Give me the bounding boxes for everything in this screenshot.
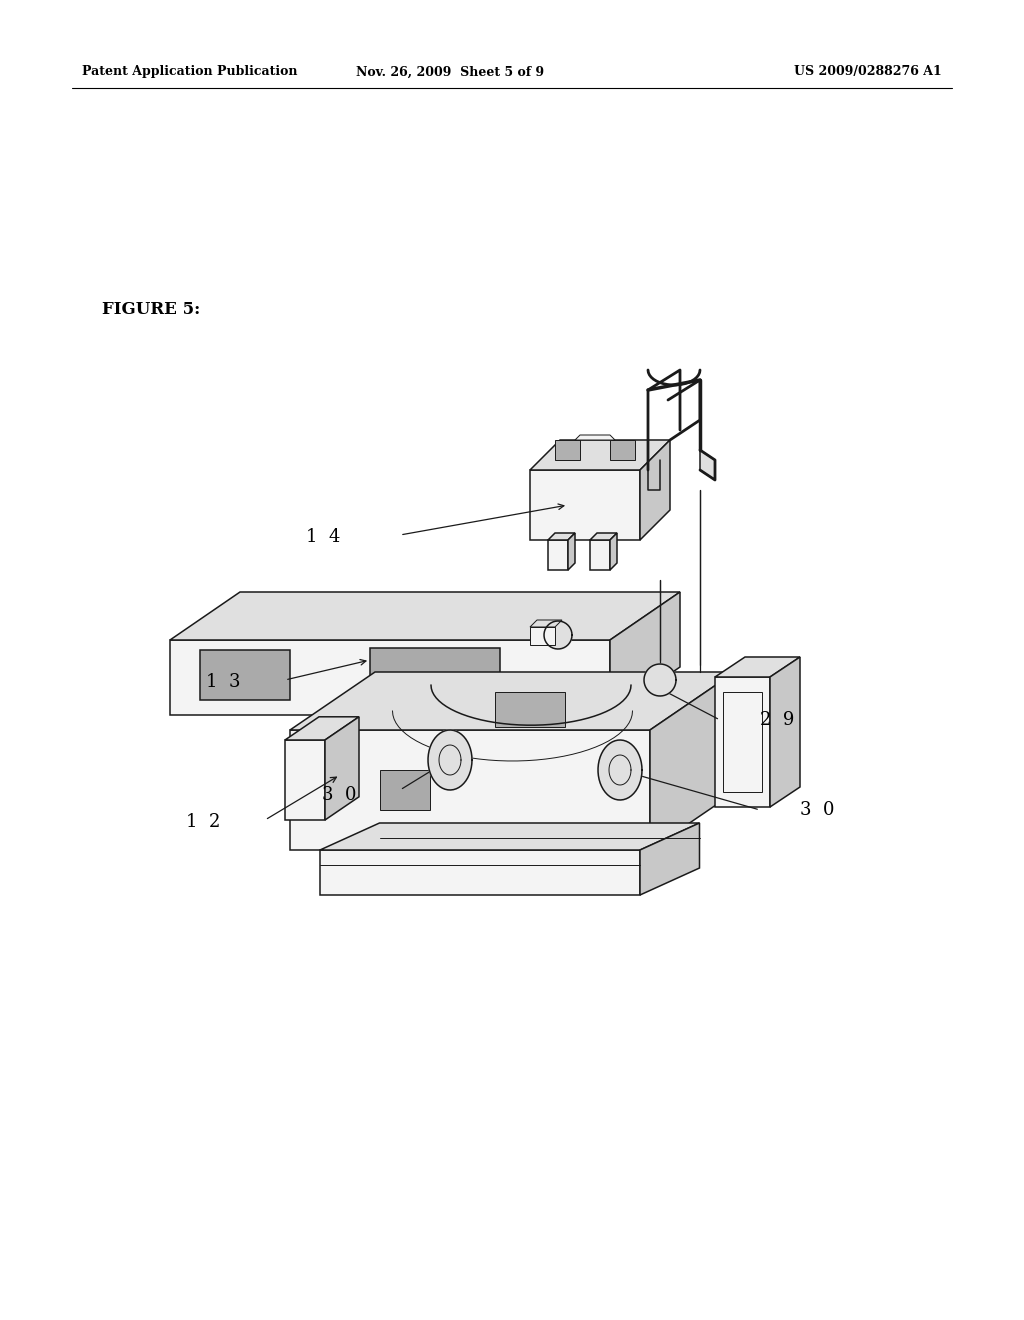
Polygon shape bbox=[495, 692, 565, 727]
Polygon shape bbox=[590, 540, 610, 570]
Text: 1  2: 1 2 bbox=[185, 813, 220, 832]
Polygon shape bbox=[568, 533, 575, 570]
Polygon shape bbox=[640, 822, 699, 895]
Polygon shape bbox=[170, 640, 610, 715]
Polygon shape bbox=[530, 440, 670, 470]
Text: 3  0: 3 0 bbox=[322, 785, 356, 804]
Polygon shape bbox=[610, 533, 617, 570]
Text: FIGURE 5:: FIGURE 5: bbox=[102, 301, 201, 318]
Text: 1  4: 1 4 bbox=[305, 528, 340, 546]
Polygon shape bbox=[644, 664, 676, 696]
Polygon shape bbox=[555, 440, 580, 459]
Polygon shape bbox=[575, 436, 615, 440]
Polygon shape bbox=[170, 591, 680, 640]
Polygon shape bbox=[548, 540, 568, 570]
Polygon shape bbox=[544, 620, 572, 649]
Polygon shape bbox=[530, 627, 555, 645]
Text: Patent Application Publication: Patent Application Publication bbox=[82, 66, 298, 78]
Polygon shape bbox=[610, 591, 680, 715]
Polygon shape bbox=[285, 741, 325, 820]
Polygon shape bbox=[290, 730, 650, 850]
Polygon shape bbox=[319, 850, 640, 895]
Polygon shape bbox=[610, 440, 635, 459]
Polygon shape bbox=[598, 741, 642, 800]
Polygon shape bbox=[325, 717, 359, 820]
Polygon shape bbox=[700, 450, 715, 480]
Polygon shape bbox=[715, 657, 800, 677]
Polygon shape bbox=[548, 533, 575, 540]
Text: 3  0: 3 0 bbox=[800, 801, 835, 818]
Text: US 2009/0288276 A1: US 2009/0288276 A1 bbox=[795, 66, 942, 78]
Polygon shape bbox=[428, 730, 472, 789]
Polygon shape bbox=[319, 822, 699, 850]
Polygon shape bbox=[200, 649, 290, 700]
Polygon shape bbox=[530, 620, 562, 627]
Polygon shape bbox=[650, 672, 735, 850]
Polygon shape bbox=[715, 677, 770, 807]
Polygon shape bbox=[380, 770, 430, 810]
Polygon shape bbox=[770, 657, 800, 807]
Polygon shape bbox=[530, 470, 640, 540]
Polygon shape bbox=[290, 672, 735, 730]
Polygon shape bbox=[370, 648, 500, 702]
Text: 2  9: 2 9 bbox=[760, 711, 795, 729]
Text: Nov. 26, 2009  Sheet 5 of 9: Nov. 26, 2009 Sheet 5 of 9 bbox=[356, 66, 544, 78]
Text: 1  3: 1 3 bbox=[206, 673, 240, 690]
Polygon shape bbox=[285, 717, 359, 741]
Polygon shape bbox=[590, 533, 617, 540]
Polygon shape bbox=[640, 440, 670, 540]
